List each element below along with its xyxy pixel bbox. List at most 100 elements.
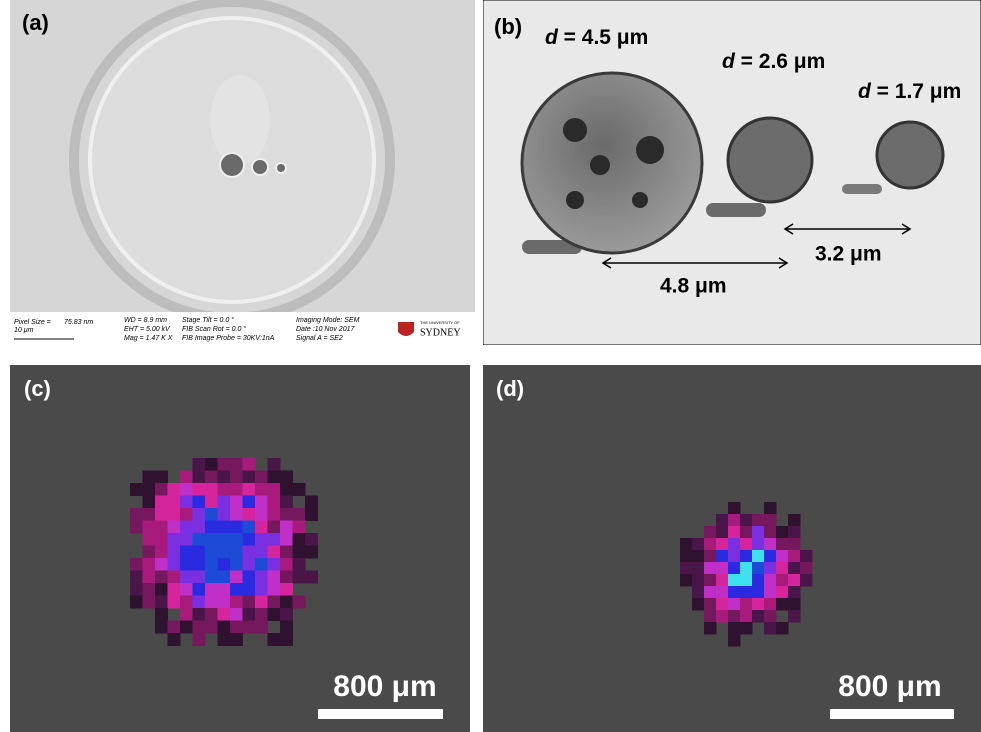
beam-pixel (230, 496, 243, 509)
beam-pixel (205, 521, 218, 534)
beam-pixel (268, 583, 281, 596)
beam-pixel (305, 546, 318, 559)
beam-pixel (776, 550, 789, 563)
beam-pixel (305, 496, 318, 509)
beam-pixel (168, 496, 181, 509)
beam-pixel (143, 571, 156, 584)
beam-pixel (193, 608, 206, 621)
beam-pixel (155, 533, 168, 546)
beam-pixel (800, 550, 813, 563)
beam-pixel (752, 562, 765, 575)
beam-pixel (243, 483, 256, 496)
beam-pixel (193, 533, 206, 546)
beam-pixel (740, 562, 753, 575)
beam-pixel (788, 550, 801, 563)
beam-pixel (268, 521, 281, 534)
beam-pixel (143, 558, 156, 571)
scale-bar (830, 709, 954, 719)
beam-pixel (243, 621, 256, 634)
info-text: FIB Image Probe = 30KV:1nA (182, 335, 275, 342)
beam-pixel (268, 533, 281, 546)
beam-pixel (218, 608, 231, 621)
beam-pixel (728, 586, 741, 599)
beam-pixel (764, 550, 777, 563)
beam-pixel (155, 521, 168, 534)
beam-pixel (255, 533, 268, 546)
info-text: EHT = 5.00 kV (124, 326, 171, 333)
beam-pixel (243, 608, 256, 621)
beam-pixel (218, 558, 231, 571)
beam-pixel (293, 521, 306, 534)
beam-pixel (293, 508, 306, 521)
info-text: WD = 8.9 mm (124, 317, 167, 324)
hole (276, 163, 286, 173)
beam-pixel (255, 496, 268, 509)
info-text: 10 μm (14, 327, 34, 334)
beam-pixel (230, 458, 243, 471)
diameter-label: d = 4.5 μm (545, 26, 648, 49)
beam-pixel (218, 471, 231, 484)
beam-pixel (764, 562, 777, 575)
beam-pixel (255, 471, 268, 484)
beam-pixel (180, 471, 193, 484)
beam-pixel (193, 483, 206, 496)
beam-pixel (740, 610, 753, 623)
beam-pixel (788, 586, 801, 599)
beam-pixel (230, 583, 243, 596)
beam-pixel (255, 558, 268, 571)
beam-pixel (230, 571, 243, 584)
beam-pixel (255, 546, 268, 559)
beam-pixel (205, 483, 218, 496)
scale-label: 800 μm (333, 670, 436, 703)
beam-pixel (293, 596, 306, 609)
info-text: Signal A = SE2 (296, 335, 343, 342)
beam-pixel (180, 558, 193, 571)
beam-pixel (704, 526, 717, 539)
beam-pixel (168, 546, 181, 559)
beam-pixel (776, 598, 789, 611)
beam-pixel (305, 508, 318, 521)
beam-pixel (155, 621, 168, 634)
value: = 2.6 μm (735, 50, 825, 73)
beam-pixel (764, 574, 777, 587)
panel-label: (d) (496, 376, 524, 401)
beam-pixel (205, 621, 218, 634)
beam-pixel (280, 621, 293, 634)
scale-label: 800 μm (838, 670, 941, 703)
beam-pixel (168, 571, 181, 584)
value: = 1.7 μm (871, 80, 961, 103)
beam-pixel (788, 598, 801, 611)
beam-pixel (243, 583, 256, 596)
beam-pixel (788, 562, 801, 575)
debris (706, 203, 766, 217)
beam-pixel (168, 483, 181, 496)
beam-pixel (716, 550, 729, 563)
beam-pixel (218, 546, 231, 559)
beam-pixel (143, 471, 156, 484)
beam-pixel (218, 583, 231, 596)
beam-pixel (218, 458, 231, 471)
beam-pixel (752, 574, 765, 587)
beam-pixel (800, 562, 813, 575)
beam-pixel (752, 514, 765, 527)
info-text: 75.83 nm (64, 319, 93, 326)
beam-pixel (243, 508, 256, 521)
hole (252, 159, 268, 175)
beam-pixel (788, 538, 801, 551)
beam-pixel (168, 596, 181, 609)
panel-d: (d) 800 μm (483, 365, 981, 732)
beam-pixel (728, 598, 741, 611)
info-text: Date :10 Nov 2017 (296, 326, 355, 333)
beam-pixel (268, 471, 281, 484)
beam-pixel (243, 521, 256, 534)
figure: Pixel Size = 75.83 nm 10 μm WD = 8.9 mm … (0, 0, 981, 732)
beam-pixel (293, 558, 306, 571)
beam-pixel (243, 471, 256, 484)
beam-pixel (280, 546, 293, 559)
beam-pixel (293, 483, 306, 496)
beam-pixel (280, 596, 293, 609)
beam-pixel (130, 558, 143, 571)
separation-label: 3.2 μm (815, 243, 882, 266)
panel-label: (a) (22, 10, 49, 35)
beam-pixel (193, 546, 206, 559)
